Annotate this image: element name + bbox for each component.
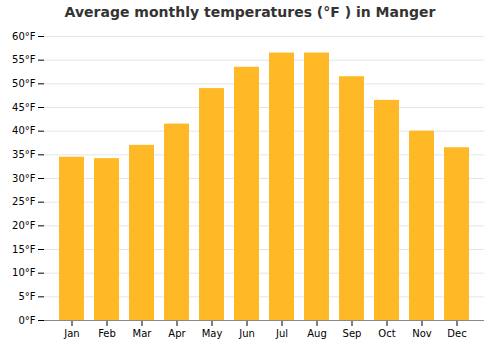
svg-text:Aug: Aug	[307, 328, 327, 339]
svg-text:Sep: Sep	[343, 328, 362, 339]
svg-text:Mar: Mar	[133, 328, 153, 339]
svg-text:45°F: 45°F	[12, 102, 36, 113]
svg-text:30°F: 30°F	[12, 173, 36, 184]
svg-text:15°F: 15°F	[12, 244, 36, 255]
svg-text:5°F: 5°F	[18, 291, 35, 302]
svg-text:May: May	[202, 328, 223, 339]
svg-text:Dec: Dec	[447, 328, 466, 339]
svg-text:50°F: 50°F	[12, 78, 36, 89]
svg-text:20°F: 20°F	[12, 220, 36, 231]
svg-text:Apr: Apr	[168, 328, 186, 339]
svg-text:0°F: 0°F	[18, 315, 35, 326]
svg-text:35°F: 35°F	[12, 149, 36, 160]
svg-text:25°F: 25°F	[12, 196, 36, 207]
svg-text:Jan: Jan	[63, 328, 79, 339]
svg-text:60°F: 60°F	[12, 31, 36, 42]
svg-text:Nov: Nov	[412, 328, 432, 339]
svg-text:Jun: Jun	[238, 328, 255, 339]
svg-text:55°F: 55°F	[12, 54, 36, 65]
svg-text:Feb: Feb	[98, 328, 116, 339]
svg-text:Oct: Oct	[378, 328, 395, 339]
svg-text:10°F: 10°F	[12, 267, 36, 278]
html-text:Average monthly temperatures (: Average monthly temperatures (°F ) in Ma…	[64, 4, 436, 20]
svg-text:40°F: 40°F	[12, 125, 36, 136]
svg-text:Jul: Jul	[275, 328, 288, 339]
